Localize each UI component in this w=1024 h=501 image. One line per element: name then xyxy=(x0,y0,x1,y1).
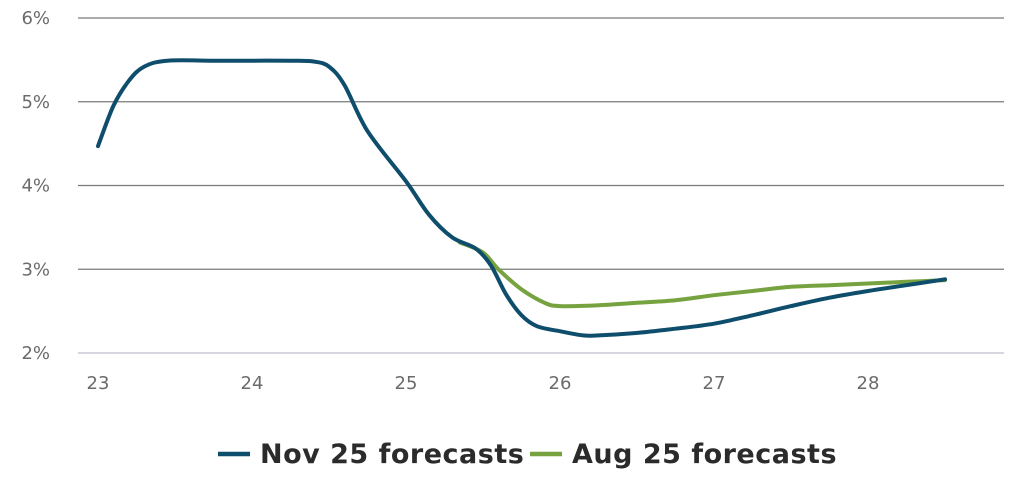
y-tick-label: 3% xyxy=(21,259,50,280)
series-lines xyxy=(96,58,947,338)
y-tick-label: 2% xyxy=(21,343,50,364)
x-tick-label: 23 xyxy=(87,373,110,394)
x-tick-label: 26 xyxy=(549,373,572,394)
series-line-aug-25-forecasts xyxy=(457,240,947,309)
legend-label-nov-25: Nov 25 forecasts xyxy=(260,439,524,470)
legend-label-aug-25: Aug 25 forecasts xyxy=(572,439,837,470)
grid-lines xyxy=(78,17,1004,354)
series-line-nov-25-forecasts xyxy=(96,58,947,338)
legend: Nov 25 forecasts Aug 25 forecasts xyxy=(218,439,837,470)
y-tick-label: 5% xyxy=(21,92,50,113)
x-tick-label: 24 xyxy=(241,373,264,394)
y-tick-label: 4% xyxy=(21,176,50,197)
x-tick-label: 27 xyxy=(703,373,726,394)
y-tick-label: 6% xyxy=(21,8,50,29)
x-tick-label: 25 xyxy=(395,373,418,394)
y-axis-ticks: 2% 3% 4% 5% 6% xyxy=(21,8,50,364)
x-axis-ticks: 23 24 25 26 27 28 xyxy=(87,373,880,394)
x-tick-label: 28 xyxy=(857,373,880,394)
